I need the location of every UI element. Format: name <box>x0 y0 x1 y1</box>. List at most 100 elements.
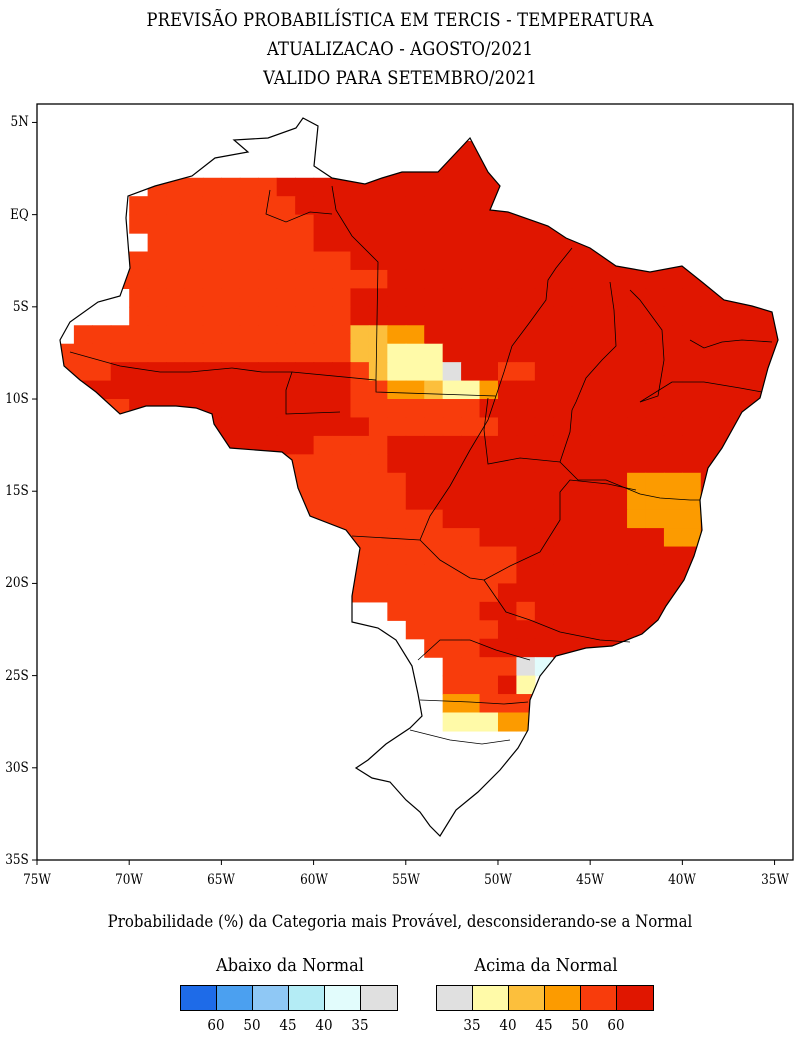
grid-cell <box>627 564 647 585</box>
grid-cell <box>239 251 259 271</box>
border-am-pa <box>291 185 379 381</box>
grid-cell <box>756 325 776 345</box>
grid-cell <box>276 528 296 548</box>
grid-cell <box>553 620 573 640</box>
grid-cell <box>645 730 665 750</box>
grid-cell <box>793 528 800 547</box>
grid-cell <box>110 325 130 345</box>
grid-cell <box>332 159 352 179</box>
grid-cell <box>793 307 800 326</box>
grid-cell <box>461 233 481 253</box>
probability-grid <box>60 122 800 879</box>
border-ac-am <box>69 351 233 373</box>
grid-cell <box>553 546 573 566</box>
grid-cell <box>700 601 720 621</box>
grid-cell <box>387 435 407 455</box>
grid-cell <box>756 251 776 271</box>
grid-cell <box>571 712 591 732</box>
grid-cell <box>627 214 647 234</box>
legend-swatch <box>437 986 473 1010</box>
grid-cell <box>202 288 222 308</box>
grid-cell <box>405 472 425 492</box>
grid-cell <box>534 177 554 197</box>
grid-cell <box>608 583 628 603</box>
grid-cell <box>497 472 518 492</box>
grid-cell <box>608 362 628 382</box>
grid-cell <box>571 564 591 585</box>
grid-cell <box>424 177 444 197</box>
grid-cell <box>313 491 333 511</box>
grid-cell <box>313 564 333 585</box>
grid-cell <box>239 472 259 492</box>
grid-cell <box>479 712 499 732</box>
grid-cell <box>737 620 757 640</box>
grid-cell <box>793 639 800 658</box>
grid-cell <box>682 620 702 640</box>
grid-cell <box>571 214 591 234</box>
grid-cell <box>737 601 757 621</box>
grid-cell <box>295 435 315 455</box>
grid-cell <box>756 749 776 769</box>
grid-cell <box>553 491 573 511</box>
grid-cell <box>756 233 776 253</box>
grid-cell <box>682 583 702 603</box>
grid-cell <box>479 343 499 363</box>
grid-cell <box>497 269 518 289</box>
grid-cell <box>258 399 278 419</box>
grid-cell <box>774 435 778 455</box>
grid-cell <box>479 638 499 658</box>
grid-cell <box>516 546 536 566</box>
grid-cell <box>774 417 778 437</box>
grid-cell <box>737 435 757 455</box>
border-pe-al-se <box>639 381 763 403</box>
grid-cell <box>737 251 757 271</box>
grid-cell <box>461 214 481 234</box>
grid-cell <box>479 233 499 253</box>
grid-cell <box>442 546 462 566</box>
grid-cell <box>608 712 628 732</box>
grid-cell <box>627 860 646 879</box>
grid-cell <box>461 288 481 308</box>
lon-label: 75W <box>23 872 51 888</box>
legend-below-colorbar <box>180 985 398 1011</box>
grid-cell <box>405 362 425 382</box>
grid-cell <box>497 325 518 345</box>
grid-cell <box>479 435 499 455</box>
grid-cell <box>645 325 665 345</box>
grid-cell <box>553 601 573 621</box>
grid-cell <box>516 435 536 455</box>
grid-cell <box>60 343 75 363</box>
grid-cell <box>534 712 554 732</box>
grid-cell <box>387 564 407 585</box>
grid-cell <box>202 214 222 234</box>
grid-cell <box>700 730 720 750</box>
grid-cell <box>774 564 778 585</box>
grid-cell <box>110 417 130 437</box>
grid-cell <box>590 546 610 566</box>
grid-cell <box>737 712 757 732</box>
grid-cell <box>663 362 683 382</box>
grid-cell <box>497 657 518 677</box>
grid-cell <box>719 233 739 253</box>
grid-cell <box>590 196 610 216</box>
grid-cell <box>719 694 739 714</box>
grid-cell <box>608 528 628 548</box>
grid-cell <box>239 362 259 382</box>
legend-tick-label: 35 <box>351 1016 369 1034</box>
grid-cell <box>129 214 149 234</box>
grid-cell <box>129 325 149 345</box>
grid-cell <box>590 730 610 750</box>
legend-tick-label: 60 <box>207 1016 225 1034</box>
grid-cell <box>424 528 444 548</box>
grid-cell <box>774 620 778 640</box>
grid-cell <box>73 325 93 345</box>
legend-tick-label: 50 <box>243 1016 261 1034</box>
grid-cell <box>645 786 665 806</box>
grid-cell <box>405 343 425 363</box>
grid-cell <box>774 657 778 677</box>
grid-cell <box>571 546 591 566</box>
map-subtitle: Probabilidade (%) da Categoria mais Prov… <box>107 912 693 932</box>
grid-cell <box>479 380 499 400</box>
grid-cell <box>553 638 573 658</box>
grid-cell <box>737 767 757 787</box>
